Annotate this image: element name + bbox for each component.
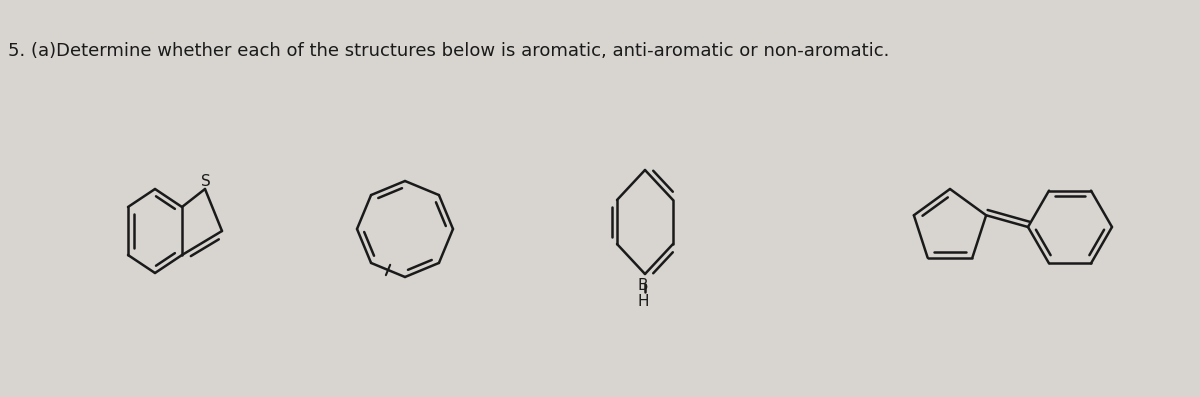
Text: 5. (a)Determine whether each of the structures below is aromatic, anti-aromatic : 5. (a)Determine whether each of the stru… — [8, 42, 889, 60]
Text: S: S — [202, 175, 211, 189]
Text: H: H — [637, 294, 649, 309]
Text: B: B — [637, 278, 648, 293]
